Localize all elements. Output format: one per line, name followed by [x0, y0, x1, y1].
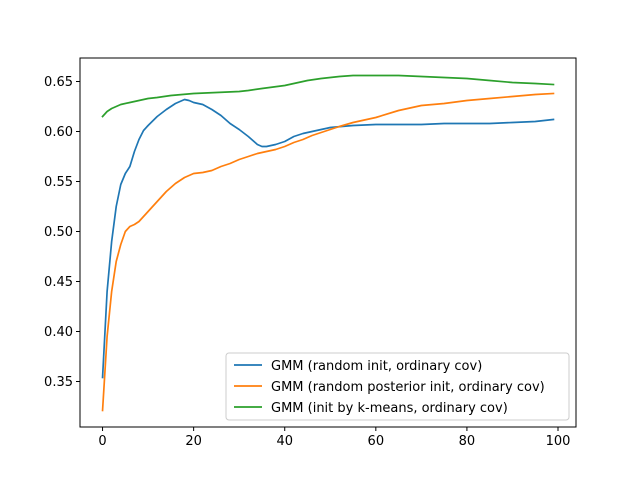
- series-line-1: [101, 98, 555, 379]
- x-tick-label: 60: [368, 434, 385, 449]
- y-tick-label: 0.40: [44, 325, 73, 340]
- plot-area: 0 20 40 60 80 100 0.35 0.40 0.45 0.50 0.55 0.60 0.65…: [44, 57, 577, 449]
- x-tick-label: 80: [459, 434, 476, 449]
- axes-frame: [79, 57, 577, 428]
- y-tick-label: 0.60: [44, 125, 73, 140]
- y-tick-label: 0.50: [44, 225, 73, 240]
- x-tick-label: 40: [276, 434, 293, 449]
- x-tick-label: 20: [185, 434, 202, 449]
- y-tick-label: 0.35: [44, 375, 73, 390]
- legend-label-1: GMM (random init, ordinary cov): [271, 359, 482, 374]
- legend-box: [225, 352, 570, 421]
- series-line-2: [101, 92, 555, 412]
- legend-label-3: GMM (init by k-means, ordinary cov): [271, 401, 508, 416]
- y-tick-label: 0.55: [44, 175, 73, 190]
- x-tick-label: 0: [98, 434, 106, 449]
- legend-label-2: GMM (random posterior init, ordinary cov…: [271, 380, 545, 395]
- legend: GMM (random init, ordinary cov) GMM (rand…: [225, 352, 570, 421]
- series-line-3: [101, 74, 555, 118]
- y-tick-label: 0.45: [44, 275, 73, 290]
- x-tick-label: 100: [546, 434, 571, 449]
- y-tick-label: 0.65: [44, 75, 73, 90]
